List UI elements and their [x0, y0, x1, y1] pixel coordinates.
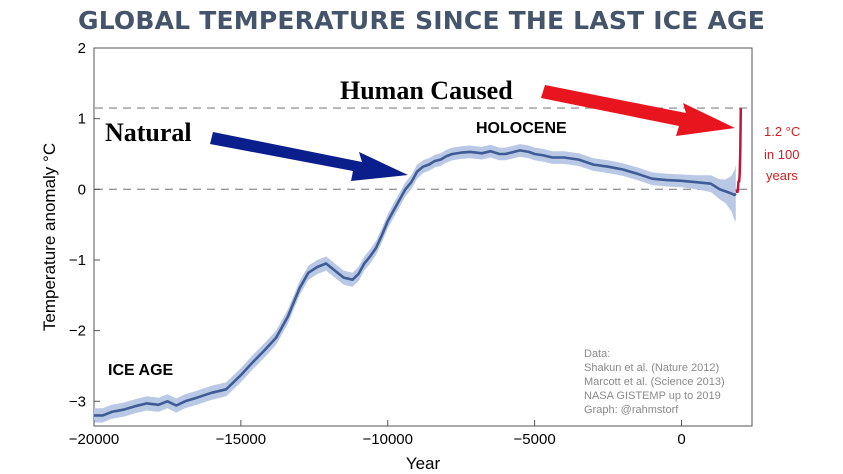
y-tick-label: −1 [69, 252, 86, 269]
source-line-3: Marcott et al. (Science 2013) [584, 376, 725, 388]
natural-annotation: Natural [105, 118, 192, 147]
source-line-5: Graph: @rahmstorf [584, 404, 679, 416]
x-tick-label: 0 [677, 431, 685, 448]
source-line-4: NASA GISTEMP up to 2019 [584, 390, 721, 402]
y-axis-ticks: −3 −2 −1 0 1 2 [69, 40, 100, 410]
ice-age-label: ICE AGE [108, 362, 174, 379]
plot-frame [93, 47, 753, 427]
modern-warming-line [735, 108, 743, 194]
y-tick-label: 0 [78, 181, 86, 198]
human-caused-annotation: Human Caused [340, 76, 513, 105]
source-line-1: Data: [584, 348, 610, 360]
y-axis-label: Temperature anomaly °C [40, 143, 59, 331]
y-tick-label: 2 [78, 40, 86, 57]
chart-title: GLOBAL TEMPERATURE SINCE THE LAST ICE AG… [77, 6, 766, 35]
modern-change-line-1: 1.2 °C [764, 124, 800, 139]
natural-arrow [210, 132, 408, 181]
x-axis-label: Year [406, 454, 441, 473]
source-line-2: Shakun et al. (Nature 2012) [584, 362, 719, 374]
x-tick-label: −5000 [514, 431, 556, 448]
human-caused-arrow [541, 85, 735, 136]
y-tick-label: −3 [69, 393, 86, 410]
x-tick-label: −20000 [69, 431, 119, 448]
temperature-series-line [94, 149, 737, 417]
holocene-label: HOLOCENE [476, 120, 567, 137]
x-tick-label: −15000 [216, 431, 266, 448]
x-axis-ticks: −20000 −15000 −10000 −5000 0 [69, 420, 686, 448]
y-tick-label: 1 [78, 111, 86, 128]
x-tick-label: −10000 [363, 431, 413, 448]
y-tick-label: −2 [69, 323, 86, 340]
modern-change-line-2: in 100 [764, 147, 799, 162]
modern-change-line-3: years [766, 168, 798, 183]
